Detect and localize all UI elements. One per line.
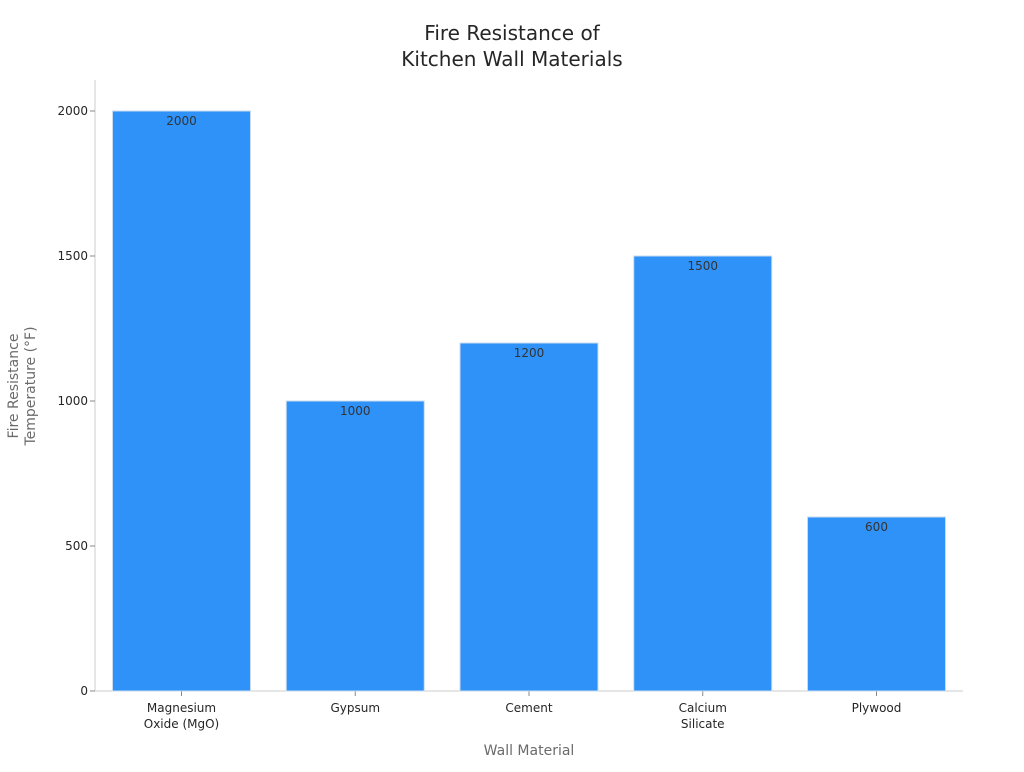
y-tick-label: 0: [80, 684, 88, 698]
y-tick-label: 2000: [57, 104, 88, 118]
y-axis: 0 500 1000 1500 2000: [57, 80, 96, 698]
x-tick-label: Calcium Silicate: [679, 701, 727, 731]
bar-value-label: 600: [865, 520, 888, 534]
data-labels-group: 2000 1000 1200 1500 600: [166, 114, 888, 534]
y-tick-label: 1500: [57, 249, 88, 263]
x-tick-label: Magnesium Oxide (MgO): [144, 701, 219, 731]
bars-group: [112, 110, 946, 692]
x-tick-label: Plywood: [852, 701, 902, 715]
bar: [459, 342, 599, 692]
bar-value-label: 2000: [166, 114, 197, 128]
chart-title: Fire Resistance of Kitchen Wall Materials: [401, 21, 622, 71]
bar: [285, 400, 425, 692]
x-tick-label: Cement: [505, 701, 552, 715]
x-axis-title: Wall Material: [484, 743, 575, 759]
bar: [807, 516, 946, 692]
x-tick-label: Gypsum: [330, 701, 380, 715]
x-axis: Magnesium Oxide (MgO) Gypsum Cement Calcium S…: [95, 690, 963, 731]
bar: [112, 110, 251, 692]
bar: [633, 255, 773, 692]
y-tick-label: 500: [65, 539, 88, 553]
y-tick-label: 1000: [57, 394, 88, 408]
bar-value-label: 1000: [340, 404, 371, 418]
bar-value-label: 1500: [687, 259, 718, 273]
y-axis-title: Fire ResistanceTemperature (°F): [6, 326, 39, 446]
bar-value-label: 1200: [514, 346, 545, 360]
